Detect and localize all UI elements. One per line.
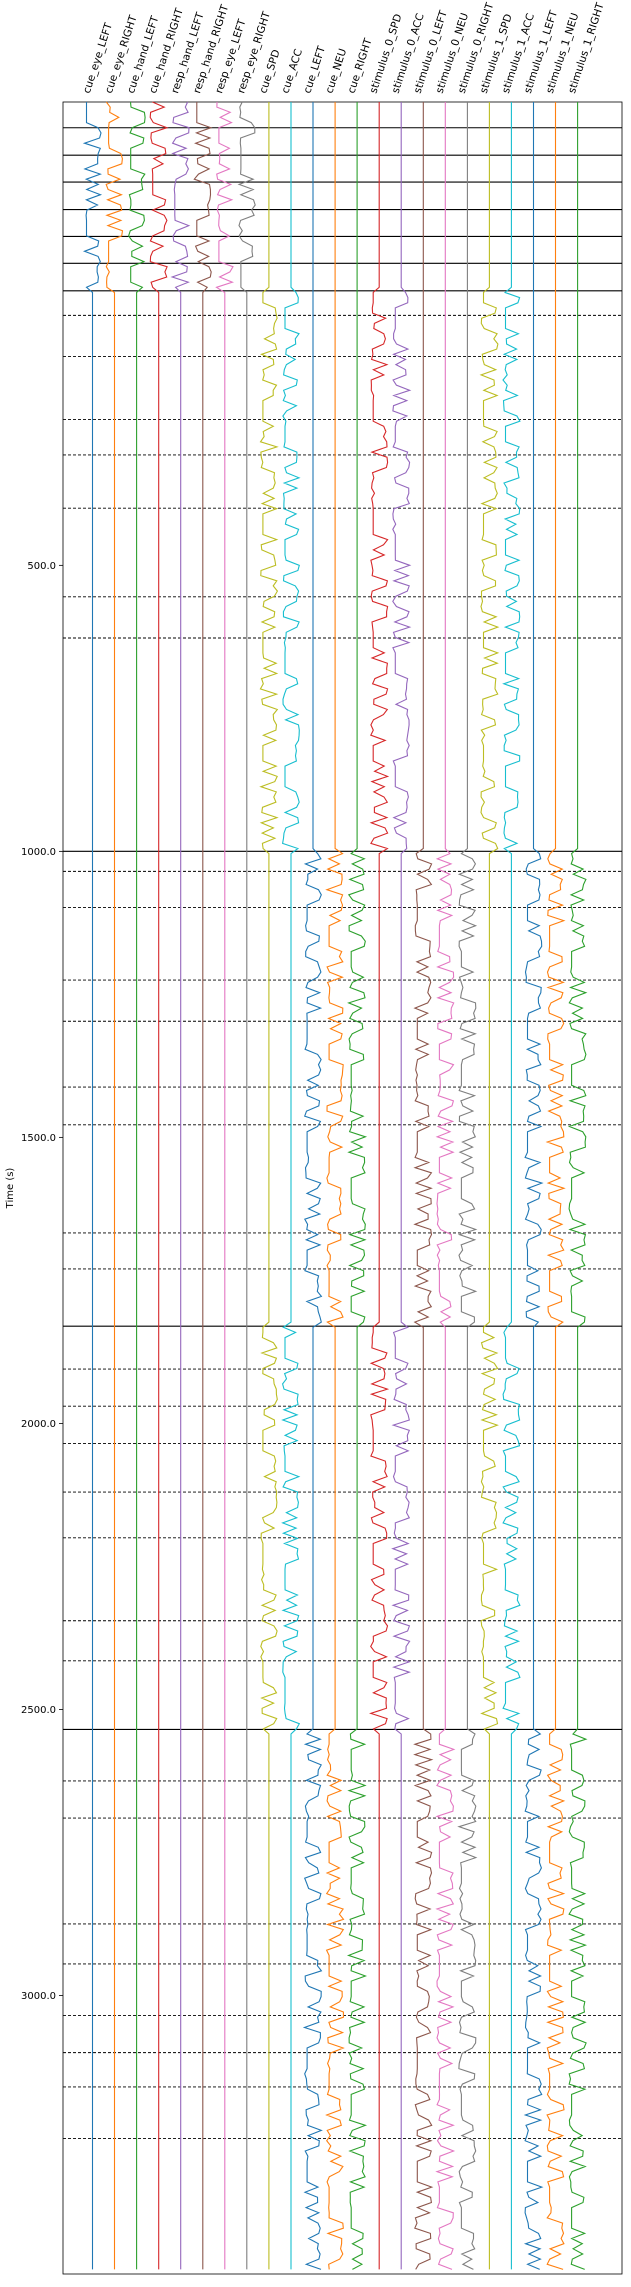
y-axis: 500.0 1000.0 1500.0 2000.0 2500.0 3000.0 Time … [5,561,63,2002]
series-line-resp-hand-left [170,101,191,2270]
series-line-cue-neu [325,102,345,2270]
y-tick-label: 500.0 [27,561,56,572]
plot-area [62,101,623,2275]
series-line-cue-hand-right [149,101,169,2270]
y-tick-label: 1000.0 [21,847,56,858]
series-line-stimulus-0-left [413,102,434,2270]
series-line-stimulus-1-acc [502,102,521,2270]
y-axis-title: Time (s) [5,1168,16,1210]
column-label-cue-neu: cue_NEU [323,47,349,95]
series-line-stimulus-1-neu [545,102,566,2270]
series-line-cue-eye-left [82,102,103,2270]
series-line-cue-eye-right [105,101,124,2270]
y-tick-label: 1500.0 [21,1133,56,1144]
series-line-stimulus-1-left [523,102,544,2270]
series-line-cue-right [346,102,368,2270]
series-line-resp-hand-right [193,102,213,2270]
column-label-cue-spd: cue_SPD [257,48,282,95]
series-line-cue-hand-left [127,101,146,2270]
y-tick-label: 2500.0 [21,1705,56,1716]
series-line-stimulus-0-spd [369,102,390,2270]
series-line-cue-left [302,102,323,2270]
column-label-cue-acc: cue_ACC [279,48,305,95]
series-line-resp-eye-left [215,101,235,2270]
y-tick-label: 3000.0 [21,1991,56,2002]
series-line-stimulus-1-spd [479,102,500,2270]
series-line-stimulus-0-right [457,102,478,2270]
series-line-stimulus-0-acc [391,102,412,2270]
series-line-stimulus-1-right [567,102,588,2270]
series-line-cue-spd [259,102,279,2270]
y-tick-label: 2000.0 [21,1419,56,1430]
series-line-cue-acc [281,102,301,2270]
series-line-resp-eye-right [237,101,256,2270]
plot-frame [62,101,623,2275]
column-labels: cue_eye_LEFTcue_eye_RIGHTcue_hand_LEFTcu… [81,1,607,95]
series-line-stimulus-0-neu [435,102,456,2270]
